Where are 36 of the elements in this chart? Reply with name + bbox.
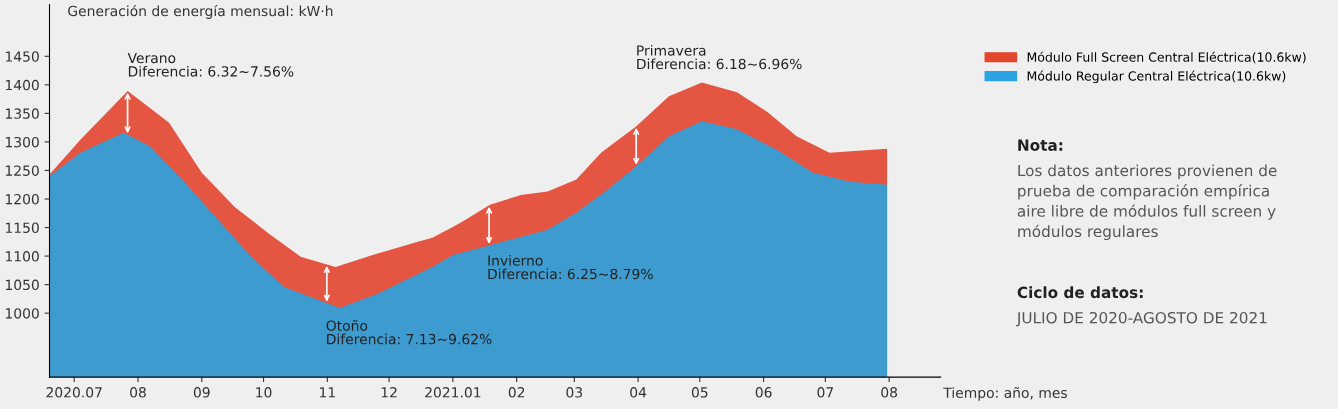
annotation: Verano Diferencia: 6.32~7.56%	[127, 52, 294, 77]
x-tick-label: 10	[256, 387, 272, 398]
x-tick-label: 06	[755, 387, 772, 398]
annotation: Otoño Diferencia: 7.13~9.62%	[326, 319, 492, 345]
x-tick-label: 04	[630, 387, 647, 398]
x-tick-label: 08	[881, 387, 898, 398]
text: Nota:	[1018, 139, 1063, 151]
y-tick-label: 1000	[5, 308, 39, 319]
x-tick-label: 03	[566, 387, 583, 398]
x-tick-label: 05	[691, 387, 708, 398]
y-tick-label: 1300	[5, 136, 39, 148]
x-tick-label: 09	[193, 387, 210, 398]
x-tick-label: 11	[320, 387, 335, 398]
y-tick-label: 1050	[5, 279, 39, 291]
text: Los datos anteriores provienen de prueba de comparación empírica aire libre de módulos full screen y módulos regulares	[1017, 164, 1277, 241]
x-axis-title: Tiempo: año, mes	[943, 387, 1067, 401]
y-tick-label: 1450	[5, 51, 39, 62]
x-tick-label: 08	[130, 387, 146, 398]
legend-label: Módulo Regular Central Eléctrica(10.6kw)	[1027, 70, 1286, 84]
y-tick-label: 1100	[5, 251, 39, 262]
y-axis-title: Generación de energía mensual: kW·h	[68, 4, 333, 19]
y-tick-label: 1350	[5, 108, 39, 119]
annotation: Invierno Diferencia: 6.25~8.79%	[488, 255, 653, 280]
x-tick-label: 12	[381, 387, 397, 398]
y-tick-label: 1150	[5, 222, 39, 234]
legend-label: Módulo Full Screen Central Eléctrica(10.6kw)	[1027, 51, 1306, 64]
text: Ciclo de datos:	[1017, 286, 1143, 299]
x-tick-label: 07	[817, 387, 834, 398]
x-tick-label: 02	[508, 387, 525, 398]
y-tick-label: 1250	[5, 165, 39, 176]
text: JULIO DE 2020-AGOSTO DE 2021	[1016, 311, 1267, 327]
y-tick-label: 1200	[5, 193, 39, 205]
x-tick-label: 2020.07	[46, 387, 102, 398]
y-tick-label: 1400	[5, 79, 39, 91]
annotation: Primavera Diferencia: 6.18~6.96%	[637, 45, 802, 70]
x-tick-label: 2021.01	[425, 387, 481, 398]
